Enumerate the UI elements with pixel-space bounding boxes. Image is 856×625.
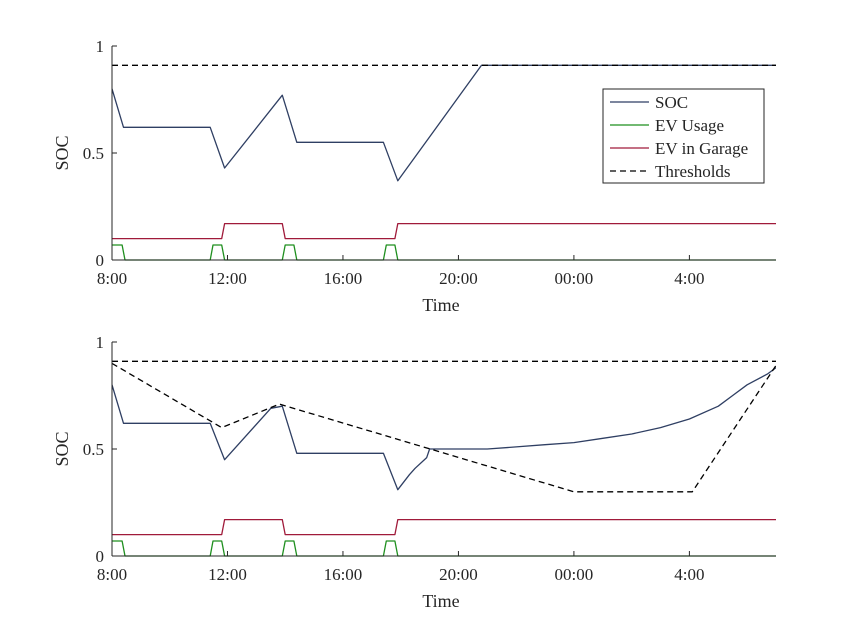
series-line-soc <box>112 367 776 491</box>
x-axis-label: Time <box>422 591 459 611</box>
x-tick-label: 16:00 <box>324 269 363 288</box>
x-tick-label: 12:00 <box>208 565 247 584</box>
y-tick-label: 0 <box>96 251 105 270</box>
legend-label: EV Usage <box>655 116 724 135</box>
x-tick-label: 00:00 <box>555 565 594 584</box>
series-line-ev-usage <box>112 244 776 261</box>
series-line-ev-in-garage <box>112 518 776 536</box>
legend-label: SOC <box>655 93 688 112</box>
legend: SOC EV Usage EV in Garage Thresholds <box>602 88 765 184</box>
x-tick-label: 20:00 <box>439 269 478 288</box>
x-tick-label: 16:00 <box>324 565 363 584</box>
legend-label: EV in Garage <box>655 139 748 158</box>
chart-2: 8:00 12:00 16:00 20:00 00:00 4:00 0 0.5 1 Time SOC <box>52 333 776 611</box>
x-axis-label: Time <box>422 295 459 315</box>
legend-label: Thresholds <box>655 162 731 181</box>
chart-1: 8:00 12:00 16:00 20:00 00:00 4:00 0 0.5 1 Time SOC… <box>52 37 776 315</box>
series-line-thresholds <box>112 362 776 493</box>
y-tick-label: 0.5 <box>83 144 104 163</box>
x-tick-label: 00:00 <box>555 269 594 288</box>
series-line-ev-in-garage <box>112 222 776 240</box>
x-tick-label: 12:00 <box>208 269 247 288</box>
y-tick-label: 1 <box>96 333 105 352</box>
x-tick-label: 20:00 <box>439 565 478 584</box>
series-group <box>112 360 776 557</box>
x-tick-label: 8:00 <box>97 269 127 288</box>
x-tick-label: 4:00 <box>674 269 704 288</box>
y-tick-label: 0.5 <box>83 440 104 459</box>
y-axis-label: SOC <box>52 431 72 466</box>
y-tick-label: 0 <box>96 547 105 566</box>
series-line-soc <box>112 64 776 182</box>
y-axis-label: SOC <box>52 135 72 170</box>
series-line-ev-usage <box>112 540 776 557</box>
legend-box <box>602 88 765 184</box>
y-tick-label: 1 <box>96 37 105 56</box>
x-tick-label: 4:00 <box>674 565 704 584</box>
x-tick-label: 8:00 <box>97 565 127 584</box>
